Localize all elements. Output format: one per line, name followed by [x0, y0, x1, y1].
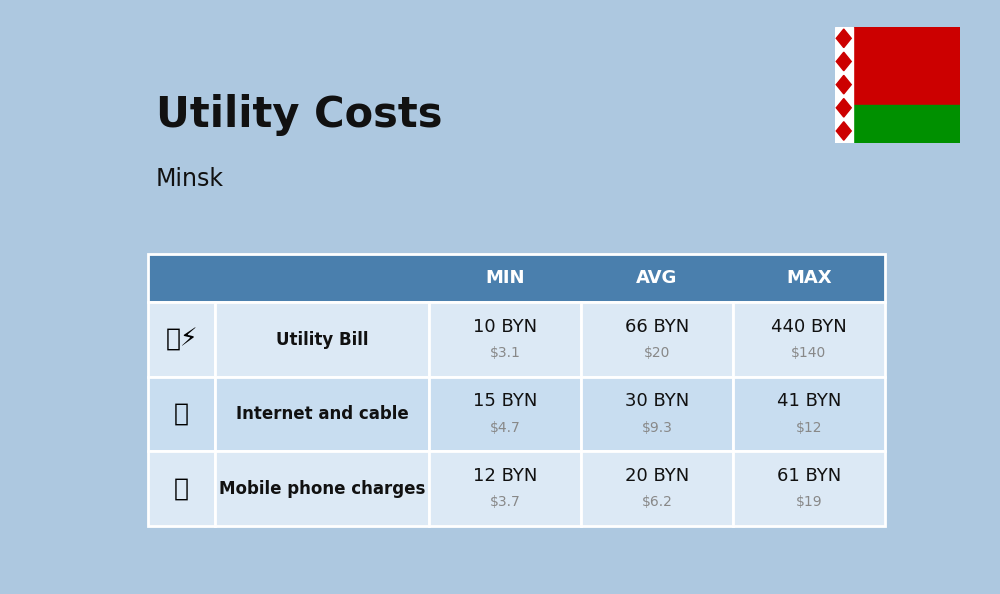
Bar: [835, 27, 960, 105]
Text: 20 BYN: 20 BYN: [625, 467, 689, 485]
Text: $140: $140: [791, 346, 826, 360]
Text: $12: $12: [796, 421, 822, 435]
Text: 15 BYN: 15 BYN: [473, 392, 538, 410]
Text: $3.1: $3.1: [490, 346, 521, 360]
FancyBboxPatch shape: [429, 302, 581, 377]
FancyBboxPatch shape: [215, 302, 429, 377]
FancyBboxPatch shape: [733, 377, 885, 451]
Text: 61 BYN: 61 BYN: [777, 467, 841, 485]
Text: $4.7: $4.7: [490, 421, 521, 435]
Text: Mobile phone charges: Mobile phone charges: [219, 479, 425, 498]
FancyBboxPatch shape: [429, 377, 581, 451]
Text: MIN: MIN: [486, 269, 525, 287]
Text: Minsk: Minsk: [156, 168, 224, 191]
FancyBboxPatch shape: [148, 451, 215, 526]
Text: Utility Costs: Utility Costs: [156, 94, 442, 136]
Text: 440 BYN: 440 BYN: [771, 318, 847, 336]
FancyBboxPatch shape: [581, 302, 733, 377]
FancyBboxPatch shape: [733, 451, 885, 526]
FancyBboxPatch shape: [215, 377, 429, 451]
Text: $3.7: $3.7: [490, 495, 521, 510]
Text: 12 BYN: 12 BYN: [473, 467, 538, 485]
Text: $6.2: $6.2: [642, 495, 673, 510]
FancyBboxPatch shape: [581, 377, 733, 451]
FancyBboxPatch shape: [148, 254, 885, 302]
Text: $19: $19: [795, 495, 822, 510]
Text: 41 BYN: 41 BYN: [777, 392, 841, 410]
FancyBboxPatch shape: [215, 451, 429, 526]
Text: 10 BYN: 10 BYN: [473, 318, 537, 336]
Bar: [835, 105, 960, 143]
FancyBboxPatch shape: [733, 302, 885, 377]
Polygon shape: [836, 52, 851, 71]
Text: 66 BYN: 66 BYN: [625, 318, 689, 336]
Text: Utility Bill: Utility Bill: [276, 330, 368, 349]
Polygon shape: [836, 75, 851, 94]
FancyBboxPatch shape: [581, 451, 733, 526]
Text: Internet and cable: Internet and cable: [236, 405, 409, 423]
Bar: [835, 27, 852, 143]
FancyBboxPatch shape: [148, 377, 215, 451]
Text: 📶: 📶: [174, 402, 189, 426]
FancyBboxPatch shape: [148, 302, 215, 377]
Polygon shape: [836, 99, 851, 117]
Polygon shape: [836, 29, 851, 48]
Text: 📱: 📱: [174, 476, 189, 501]
Text: $9.3: $9.3: [642, 421, 673, 435]
Text: 30 BYN: 30 BYN: [625, 392, 689, 410]
Text: $20: $20: [644, 346, 670, 360]
FancyBboxPatch shape: [429, 451, 581, 526]
Text: AVG: AVG: [636, 269, 678, 287]
Text: 🔧⚡: 🔧⚡: [165, 327, 198, 352]
Polygon shape: [836, 122, 851, 140]
Text: MAX: MAX: [786, 269, 832, 287]
